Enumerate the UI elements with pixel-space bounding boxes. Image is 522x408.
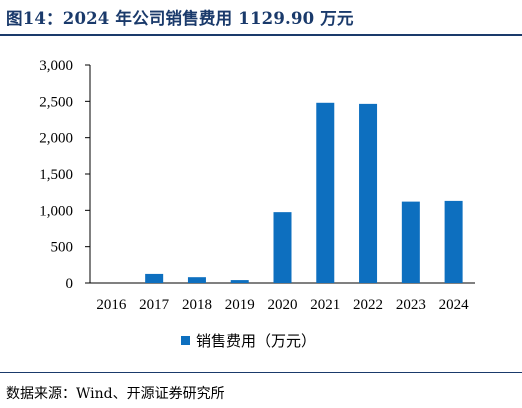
x-tick-label: 2016 bbox=[96, 297, 127, 313]
y-tick-label: 1,000 bbox=[39, 203, 73, 219]
bar bbox=[444, 200, 463, 283]
bar bbox=[359, 103, 378, 283]
legend-swatch bbox=[181, 336, 190, 345]
y-tick-label: 500 bbox=[51, 240, 74, 256]
x-tick-label: 2024 bbox=[439, 297, 470, 313]
bar bbox=[145, 273, 164, 283]
x-tick-label: 2022 bbox=[353, 297, 383, 313]
title-divider bbox=[0, 34, 522, 36]
bar bbox=[401, 201, 420, 283]
y-axis: 0 500 1,000 1,500 2,000 2,500 3,000 bbox=[39, 58, 91, 292]
bar-series bbox=[145, 102, 463, 283]
bar bbox=[273, 212, 292, 283]
y-tick-label: 2,500 bbox=[39, 94, 73, 110]
y-tick-label: 1,500 bbox=[39, 167, 73, 183]
chart-title: 图14：2024 年公司销售费用 1129.90 万元 bbox=[6, 9, 354, 28]
legend-label: 销售费用（万元） bbox=[196, 332, 316, 350]
y-tick-label: 2,000 bbox=[39, 131, 73, 147]
x-tick-label: 2017 bbox=[139, 297, 170, 313]
y-tick-label: 0 bbox=[66, 276, 74, 292]
legend: 销售费用（万元） bbox=[181, 332, 316, 350]
bar bbox=[230, 280, 249, 283]
x-tick-label: 2019 bbox=[225, 297, 255, 313]
bar bbox=[316, 102, 335, 283]
x-tick-label: 2020 bbox=[268, 297, 298, 313]
x-tick-label: 2021 bbox=[310, 297, 340, 313]
x-tick-label: 2018 bbox=[182, 297, 212, 313]
bar bbox=[187, 277, 206, 283]
x-axis: 2016 2017 2018 2019 2020 2021 2022 2023 2024 bbox=[90, 282, 475, 313]
x-tick-label: 2023 bbox=[396, 297, 426, 313]
y-tick-label: 3,000 bbox=[39, 58, 73, 74]
footer-divider bbox=[0, 372, 522, 373]
source-note: 数据来源：Wind、开源证券研究所 bbox=[6, 386, 225, 402]
